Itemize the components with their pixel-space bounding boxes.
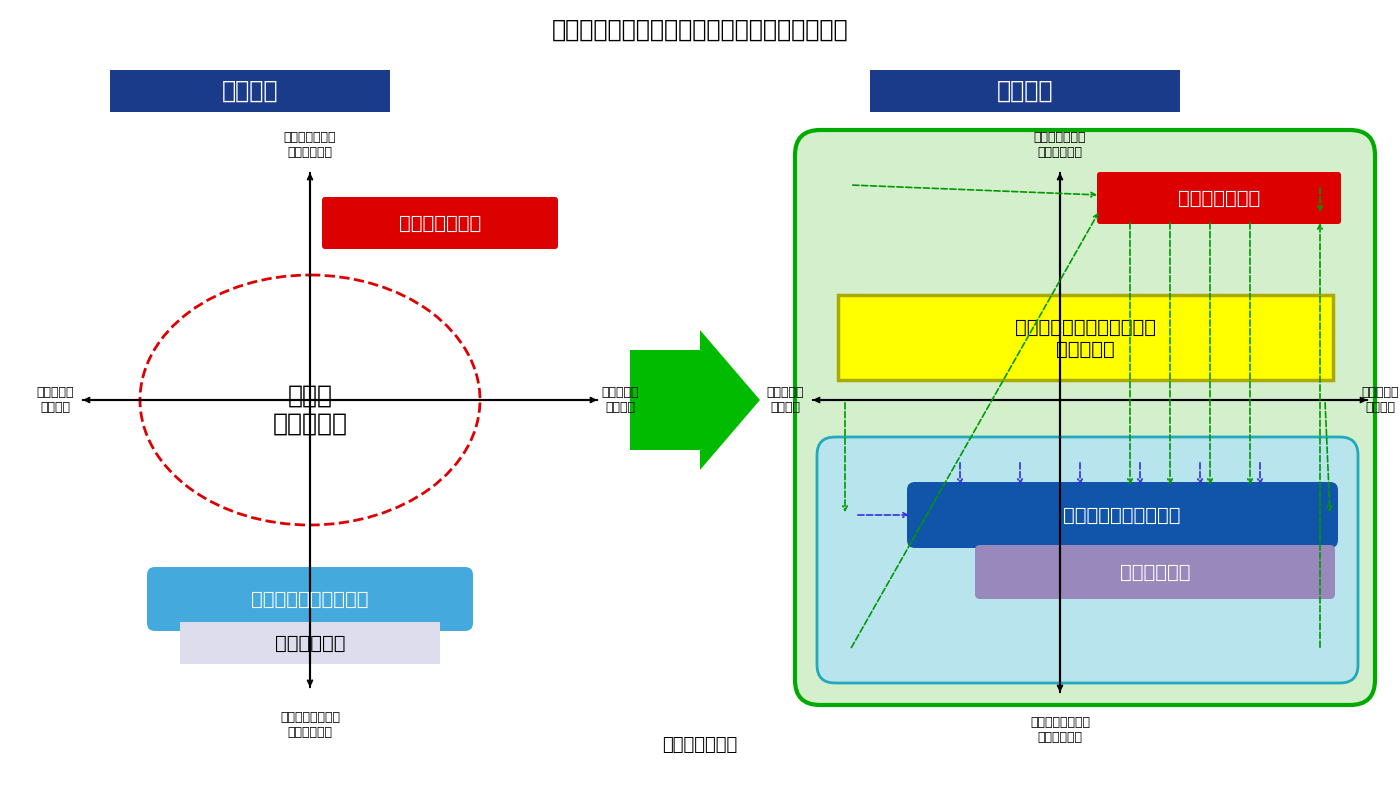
Text: これから: これから — [997, 79, 1053, 103]
FancyBboxPatch shape — [322, 197, 559, 249]
FancyBboxPatch shape — [974, 545, 1336, 599]
Text: シルバー人材センター: シルバー人材センター — [1063, 506, 1180, 524]
Text: 民間派遣・紹介: 民間派遣・紹介 — [399, 214, 482, 232]
Text: これまで: これまで — [221, 79, 279, 103]
FancyBboxPatch shape — [1098, 172, 1341, 224]
Text: 民間派遣・紹介: 民間派遣・紹介 — [1177, 188, 1260, 207]
Text: ハローワーク: ハローワーク — [274, 633, 346, 652]
FancyBboxPatch shape — [147, 567, 473, 631]
Text: 企業ニーズ
強い仕事: 企業ニーズ 強い仕事 — [1361, 386, 1399, 414]
Text: 専門性高い仕事
（賃金高い）: 専門性高い仕事 （賃金高い） — [284, 131, 336, 159]
Text: ハローワーク: ハローワーク — [1120, 563, 1190, 582]
Text: 生涯現役促進地域連携事業
（協議会）: 生涯現役促進地域連携事業 （協議会） — [1015, 317, 1155, 359]
Text: シルバー人材センター: シルバー人材センター — [251, 590, 368, 608]
FancyBboxPatch shape — [111, 70, 391, 112]
FancyBboxPatch shape — [795, 130, 1375, 705]
Text: 図表１：生涯現役促進地域連携事業のイメージ: 図表１：生涯現役促進地域連携事業のイメージ — [552, 18, 848, 42]
Text: 資料：筆者作成: 資料：筆者作成 — [662, 736, 738, 754]
FancyBboxPatch shape — [818, 437, 1358, 683]
Text: 地域ニーズ
強い仕事: 地域ニーズ 強い仕事 — [766, 386, 804, 414]
Text: 単純・軽易な仕事
（賃金低い）: 単純・軽易な仕事 （賃金低い） — [280, 711, 340, 739]
FancyBboxPatch shape — [869, 70, 1180, 112]
Text: 地域ニーズ
強い仕事: 地域ニーズ 強い仕事 — [36, 386, 74, 414]
FancyBboxPatch shape — [839, 295, 1333, 380]
Text: 企業ニーズ
強い仕事: 企業ニーズ 強い仕事 — [601, 386, 638, 414]
FancyBboxPatch shape — [907, 482, 1338, 548]
Text: 未開拓
（空洞化）: 未開拓 （空洞化） — [273, 384, 347, 436]
Polygon shape — [630, 330, 760, 470]
Text: 単純・軽易な仕事
（賃金低い）: 単純・軽易な仕事 （賃金低い） — [1030, 716, 1091, 744]
Text: 専門性高い仕事
（賃金高い）: 専門性高い仕事 （賃金高い） — [1033, 131, 1086, 159]
FancyBboxPatch shape — [181, 622, 440, 664]
